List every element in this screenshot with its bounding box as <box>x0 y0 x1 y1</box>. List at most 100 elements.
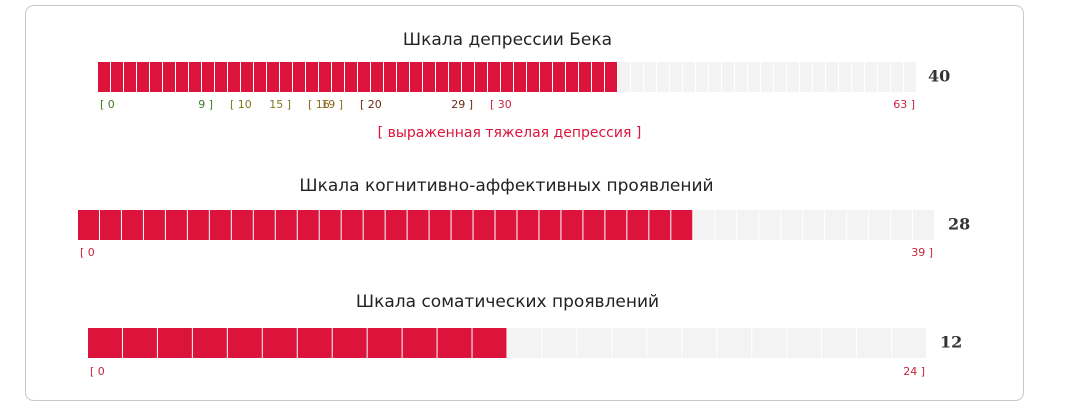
empty-cell <box>825 210 847 240</box>
empty-cell <box>631 62 643 92</box>
filled-cell <box>371 62 383 92</box>
empty-cell <box>693 210 715 240</box>
filled-cell <box>124 62 136 92</box>
empty-cell <box>891 62 903 92</box>
empty-cell <box>737 210 759 240</box>
empty-cell <box>717 328 752 358</box>
empty-cell <box>891 210 913 240</box>
filled-cell <box>561 210 583 240</box>
panel <box>25 5 1024 401</box>
filled-cell <box>495 210 517 240</box>
filled-cell <box>627 210 649 240</box>
filled-cell <box>397 62 409 92</box>
filled-cell <box>99 210 121 240</box>
filled-cell <box>527 62 539 92</box>
range-label: [ 0 <box>100 98 115 111</box>
filled-cell <box>341 210 363 240</box>
empty-cell <box>644 62 656 92</box>
filled-cell <box>437 328 472 358</box>
empty-cell <box>709 62 721 92</box>
empty-cell <box>822 328 857 358</box>
empty-cell <box>683 62 695 92</box>
range-label: [ 0 <box>90 365 105 378</box>
filled-cell <box>202 62 214 92</box>
empty-cell <box>577 328 612 358</box>
scale-title: Шкала депрессии Бека <box>403 30 612 50</box>
empty-cell <box>847 210 869 240</box>
empty-cell <box>715 210 737 240</box>
filled-cell <box>306 62 318 92</box>
empty-cell <box>612 328 647 358</box>
filled-cell <box>121 210 143 240</box>
score-value: 40 <box>928 67 950 86</box>
filled-cell <box>163 62 175 92</box>
filled-cell <box>78 210 99 240</box>
filled-cell <box>192 328 227 358</box>
filled-cell <box>111 62 123 92</box>
filled-cell <box>262 328 297 358</box>
scale-title: Шкала когнитивно-аффективных проявлений <box>299 176 713 196</box>
empty-cell <box>774 62 786 92</box>
range-label: 29 ] <box>451 98 473 111</box>
empty-cell <box>670 62 682 92</box>
empty-cell <box>869 210 891 240</box>
filled-cell <box>605 62 617 92</box>
filled-cell <box>566 62 578 92</box>
range-label: [ 0 <box>80 246 95 259</box>
filled-cell <box>297 210 319 240</box>
filled-cell <box>280 62 292 92</box>
empty-cell <box>852 62 864 92</box>
filled-cell <box>209 210 231 240</box>
empty-cell <box>803 210 825 240</box>
filled-cell <box>367 328 402 358</box>
empty-cell <box>787 328 822 358</box>
filled-cell <box>429 210 451 240</box>
filled-cell <box>605 210 627 240</box>
empty-cell <box>800 62 812 92</box>
filled-cell <box>150 62 162 92</box>
filled-cell <box>649 210 671 240</box>
empty-cell <box>787 62 799 92</box>
score-value: 28 <box>948 215 970 234</box>
filled-cell <box>488 62 500 92</box>
range-label: 19 ] <box>321 98 343 111</box>
filled-cell <box>592 62 604 92</box>
empty-cell <box>865 62 877 92</box>
score-value: 12 <box>940 333 962 352</box>
filled-cell <box>275 210 297 240</box>
filled-cell <box>189 62 201 92</box>
empty-cell <box>913 210 934 240</box>
filled-cell <box>475 62 487 92</box>
filled-cell <box>410 62 422 92</box>
empty-cell <box>735 62 747 92</box>
empty-cell <box>696 62 708 92</box>
filled-cell <box>384 62 396 92</box>
filled-cell <box>358 62 370 92</box>
filled-cell <box>540 62 552 92</box>
filled-cell <box>363 210 385 240</box>
filled-cell <box>215 62 227 92</box>
filled-cell <box>451 210 473 240</box>
filled-cell <box>165 210 187 240</box>
filled-cell <box>345 62 357 92</box>
range-label: 9 ] <box>198 98 213 111</box>
filled-cell <box>122 328 157 358</box>
range-label: [ 10 <box>230 98 252 111</box>
empty-cell <box>748 62 760 92</box>
empty-cell <box>826 62 838 92</box>
filled-cell <box>319 62 331 92</box>
empty-cell <box>722 62 734 92</box>
range-label: [ 20 <box>360 98 382 111</box>
empty-cell <box>857 328 892 358</box>
filled-cell <box>143 210 165 240</box>
filled-cell <box>436 62 448 92</box>
filled-cell <box>253 210 275 240</box>
filled-cell <box>227 328 262 358</box>
filled-cell <box>472 328 507 358</box>
empty-cell <box>682 328 717 358</box>
filled-cell <box>402 328 437 358</box>
filled-cell <box>98 62 110 92</box>
filled-cell <box>231 210 253 240</box>
filled-cell <box>137 62 149 92</box>
